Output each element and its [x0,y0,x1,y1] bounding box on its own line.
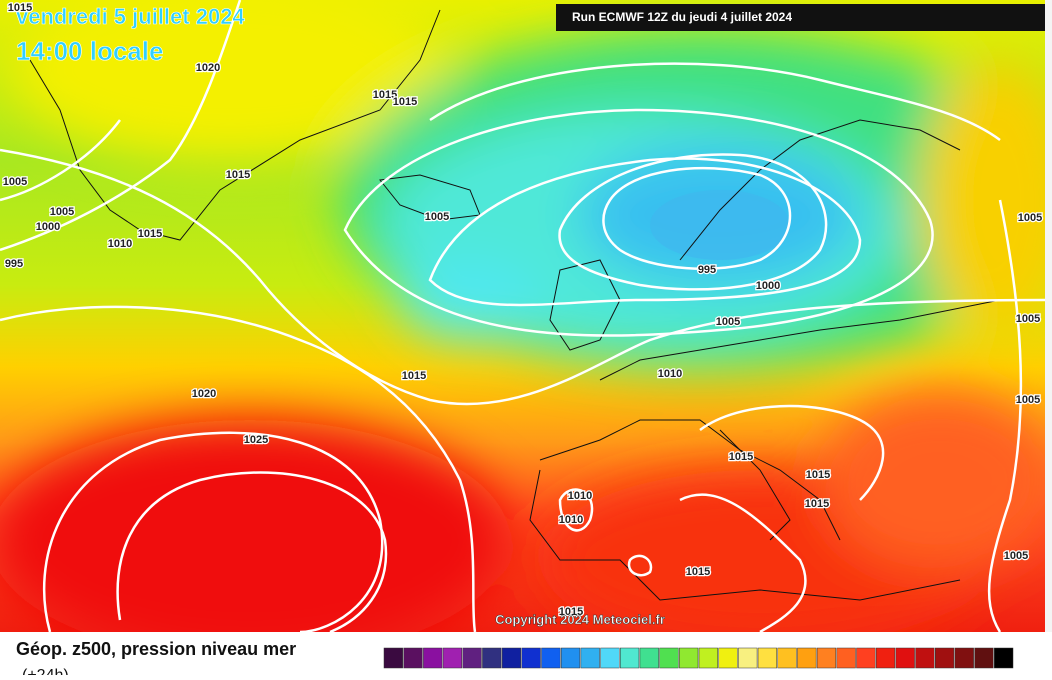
scale-swatch [501,647,522,669]
scale-swatch [974,647,994,669]
scale-swatch [659,647,679,669]
isobar-label: 995 [5,258,23,270]
isobar-label: 1015 [805,498,829,510]
isobar-label: 1015 [402,370,426,382]
scale-swatch [797,647,817,669]
scale-swatch [895,647,915,669]
scale-swatch [718,647,738,669]
scale-swatch [698,647,718,669]
scale-swatch [521,647,541,669]
isobar-label: 1005 [1016,394,1040,406]
scale-swatch [856,647,876,669]
isobar-label: 1005 [1004,550,1028,562]
scale-swatch [383,647,403,669]
isobar-label: 1015 [138,228,162,240]
isobar-label: 1005 [1018,212,1042,224]
scale-swatch [462,647,482,669]
scale-swatch [679,647,699,669]
scale-swatch [482,647,502,669]
date-title: vendredi 5 juillet 2024 [16,4,245,29]
isobars [0,0,1045,632]
isobar-label: 1020 [192,388,216,400]
scale-swatch [620,647,640,669]
isobar-label: 1000 [756,280,780,292]
scale-swatch [875,647,896,669]
isobar-label: 1015 [686,566,710,578]
field-shading [0,0,1045,632]
scale-swatch [560,647,581,669]
isobar-label: 1005 [1016,313,1040,325]
scale-swatch [600,647,620,669]
time-title: 14:00 locale [16,36,163,66]
coastlines [29,9,1001,601]
isobar-label: 1010 [108,238,132,250]
isobar-label: 1010 [559,514,583,526]
scale-swatch [994,647,1014,669]
scale-swatch [738,647,758,669]
isobar-label: 1025 [244,434,268,446]
isobar-label: 1005 [50,206,74,218]
scale-swatch [639,647,659,669]
scale-swatch [403,647,423,669]
color-scale [383,647,1014,669]
isobar-label: 1010 [568,490,592,502]
isobar-label: 1005 [3,176,27,188]
isobar-label: 1015 [373,89,397,101]
scale-swatch [954,647,974,669]
scale-swatch [915,647,935,669]
isobar-label: 995 [698,264,716,276]
isobar-label: 1015 [393,96,417,108]
copyright: Copyright 2024 Meteociel.fr [495,612,665,627]
isobar-label: 1010 [658,368,682,380]
footer-subtitle: (+24h) [22,667,69,675]
low-core [650,190,790,260]
isobar-label: 1005 [716,316,740,328]
run-banner [556,4,1045,31]
isobar-label: 1015 [226,169,250,181]
right-border [1045,0,1052,632]
isobar-label: 1005 [425,211,449,223]
scale-swatch [423,647,443,669]
scale-swatch [757,647,777,669]
isobar-label: 1015 [8,2,32,14]
scale-swatch [777,647,797,669]
footer-title: Géop. z500, pression niveau mer [16,639,296,659]
isobar-label: 1015 [729,451,753,463]
scale-swatch [580,647,600,669]
scale-swatch [442,647,462,669]
scale-swatch [836,647,856,669]
isobar-label: 1015 [806,469,830,481]
isobar-labels: 1015102010151015100510151005100010151010… [2,1,1044,620]
scale-swatch [541,647,561,669]
isobar-label: 1000 [36,221,60,233]
run-label: Run ECMWF 12Z du jeudi 4 juillet 2024 [572,10,792,24]
isobar-label: 1020 [196,62,220,74]
scale-swatch [816,647,837,669]
map: 1015102010151015100510151005100010151010… [0,0,1045,632]
isobar-label: 1015 [559,606,583,618]
scale-swatch [935,647,955,669]
